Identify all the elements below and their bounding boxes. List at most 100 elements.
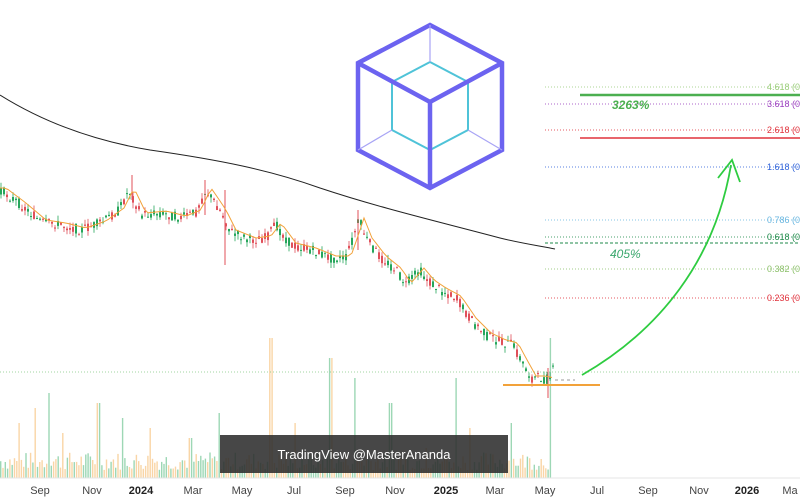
volume-bar bbox=[98, 403, 101, 478]
candle-body bbox=[72, 227, 74, 232]
x-tick-label: Sep bbox=[638, 485, 658, 497]
candle-body bbox=[546, 374, 548, 384]
candle-body bbox=[144, 211, 146, 213]
candle-body bbox=[114, 214, 116, 217]
candle-body bbox=[270, 227, 272, 229]
volume-bar bbox=[503, 468, 506, 478]
candle-body bbox=[282, 234, 284, 238]
volume-bar bbox=[170, 468, 172, 478]
volume-bar bbox=[538, 465, 540, 478]
volume-bar bbox=[23, 466, 25, 478]
candle-body bbox=[288, 237, 290, 246]
candle-body bbox=[171, 212, 173, 221]
volume-bar bbox=[471, 469, 473, 478]
volume-bar bbox=[264, 468, 266, 478]
volume-bar bbox=[36, 466, 39, 478]
candle-body bbox=[45, 218, 47, 222]
volume-bar bbox=[524, 467, 526, 478]
volume-bar bbox=[512, 458, 515, 478]
candle-body bbox=[498, 336, 500, 341]
gain-label: 3263% bbox=[612, 98, 650, 112]
cube-front-edge bbox=[356, 61, 504, 105]
x-tick-label: 2024 bbox=[129, 485, 154, 497]
candle-body bbox=[132, 196, 134, 203]
candle-body bbox=[36, 218, 38, 219]
candle-body bbox=[276, 221, 278, 231]
candle-body bbox=[243, 234, 245, 237]
volume-bar bbox=[533, 464, 535, 478]
candle-body bbox=[348, 245, 350, 249]
candle-body bbox=[384, 263, 386, 265]
candle-body bbox=[321, 251, 323, 258]
candle-body bbox=[246, 239, 248, 243]
volume-bar bbox=[519, 458, 522, 478]
volume-bar bbox=[48, 393, 50, 478]
candle-body bbox=[474, 324, 476, 329]
candle-body bbox=[216, 206, 218, 210]
volume-bar bbox=[92, 460, 94, 478]
volume-bar bbox=[4, 462, 6, 478]
volume-bar bbox=[186, 467, 188, 478]
volume-bar bbox=[349, 469, 351, 478]
volume-bar bbox=[6, 468, 9, 478]
x-tick-label: May bbox=[232, 485, 253, 497]
candle-body bbox=[3, 187, 5, 195]
volume-bar bbox=[296, 468, 299, 478]
volume-bar bbox=[193, 461, 195, 478]
volume-bar bbox=[57, 456, 59, 478]
volume-bar bbox=[165, 457, 167, 478]
candle-body bbox=[486, 332, 488, 341]
candle-body bbox=[492, 335, 494, 337]
candle-body bbox=[306, 245, 308, 250]
candle-body bbox=[51, 221, 53, 224]
candle-body bbox=[39, 218, 41, 220]
candle-body bbox=[222, 215, 224, 218]
fib-label: 3.618 (0 bbox=[767, 99, 800, 109]
volume-bar bbox=[430, 468, 432, 478]
x-tick-label: 2026 bbox=[735, 485, 759, 497]
candle-body bbox=[168, 217, 170, 220]
candle-body bbox=[123, 199, 125, 205]
candle-body bbox=[411, 275, 413, 279]
volume-bar bbox=[149, 428, 151, 478]
candle-body bbox=[513, 343, 515, 348]
volume-bar bbox=[409, 469, 411, 478]
candle-body bbox=[339, 255, 341, 259]
volume-bar bbox=[271, 338, 273, 478]
fib-label: 0.382 (0 bbox=[767, 264, 800, 274]
candle-body bbox=[291, 242, 293, 248]
candle-body bbox=[522, 361, 524, 364]
x-tick-label: May bbox=[535, 485, 556, 497]
candle-body bbox=[249, 234, 251, 239]
x-tick-label: Sep bbox=[335, 485, 355, 497]
volume-bar bbox=[213, 456, 216, 478]
candle-body bbox=[156, 213, 158, 216]
volume-bar bbox=[43, 467, 46, 478]
volume-bar bbox=[154, 462, 156, 478]
volume-bar bbox=[161, 461, 163, 478]
fib-label: 4.618 (0 bbox=[767, 82, 800, 92]
volume-bar bbox=[211, 458, 213, 478]
volume-bar bbox=[41, 460, 43, 478]
candle-body bbox=[117, 206, 119, 216]
candle-body bbox=[477, 324, 479, 327]
candle-body bbox=[111, 212, 113, 220]
candle-body bbox=[9, 200, 11, 202]
volume-bar bbox=[455, 378, 457, 478]
candle-body bbox=[444, 292, 446, 294]
candle-body bbox=[159, 212, 161, 218]
volume-bar bbox=[517, 465, 519, 478]
candle-body bbox=[27, 208, 29, 212]
fibonacci-levels: 4.618 (0 3.618 (0 2.618 (0 1.618 (0 0.786 (0… bbox=[0, 82, 800, 386]
candle-body bbox=[441, 292, 443, 296]
candle-body bbox=[360, 220, 362, 225]
candle-body bbox=[462, 304, 464, 310]
volume-bar bbox=[331, 358, 333, 478]
gain-label: 405% bbox=[610, 247, 641, 261]
arrow-head bbox=[717, 158, 741, 183]
candle-body bbox=[30, 216, 32, 217]
candle-body bbox=[414, 270, 416, 275]
volume-bar bbox=[18, 423, 20, 478]
volume-bar bbox=[133, 460, 135, 478]
